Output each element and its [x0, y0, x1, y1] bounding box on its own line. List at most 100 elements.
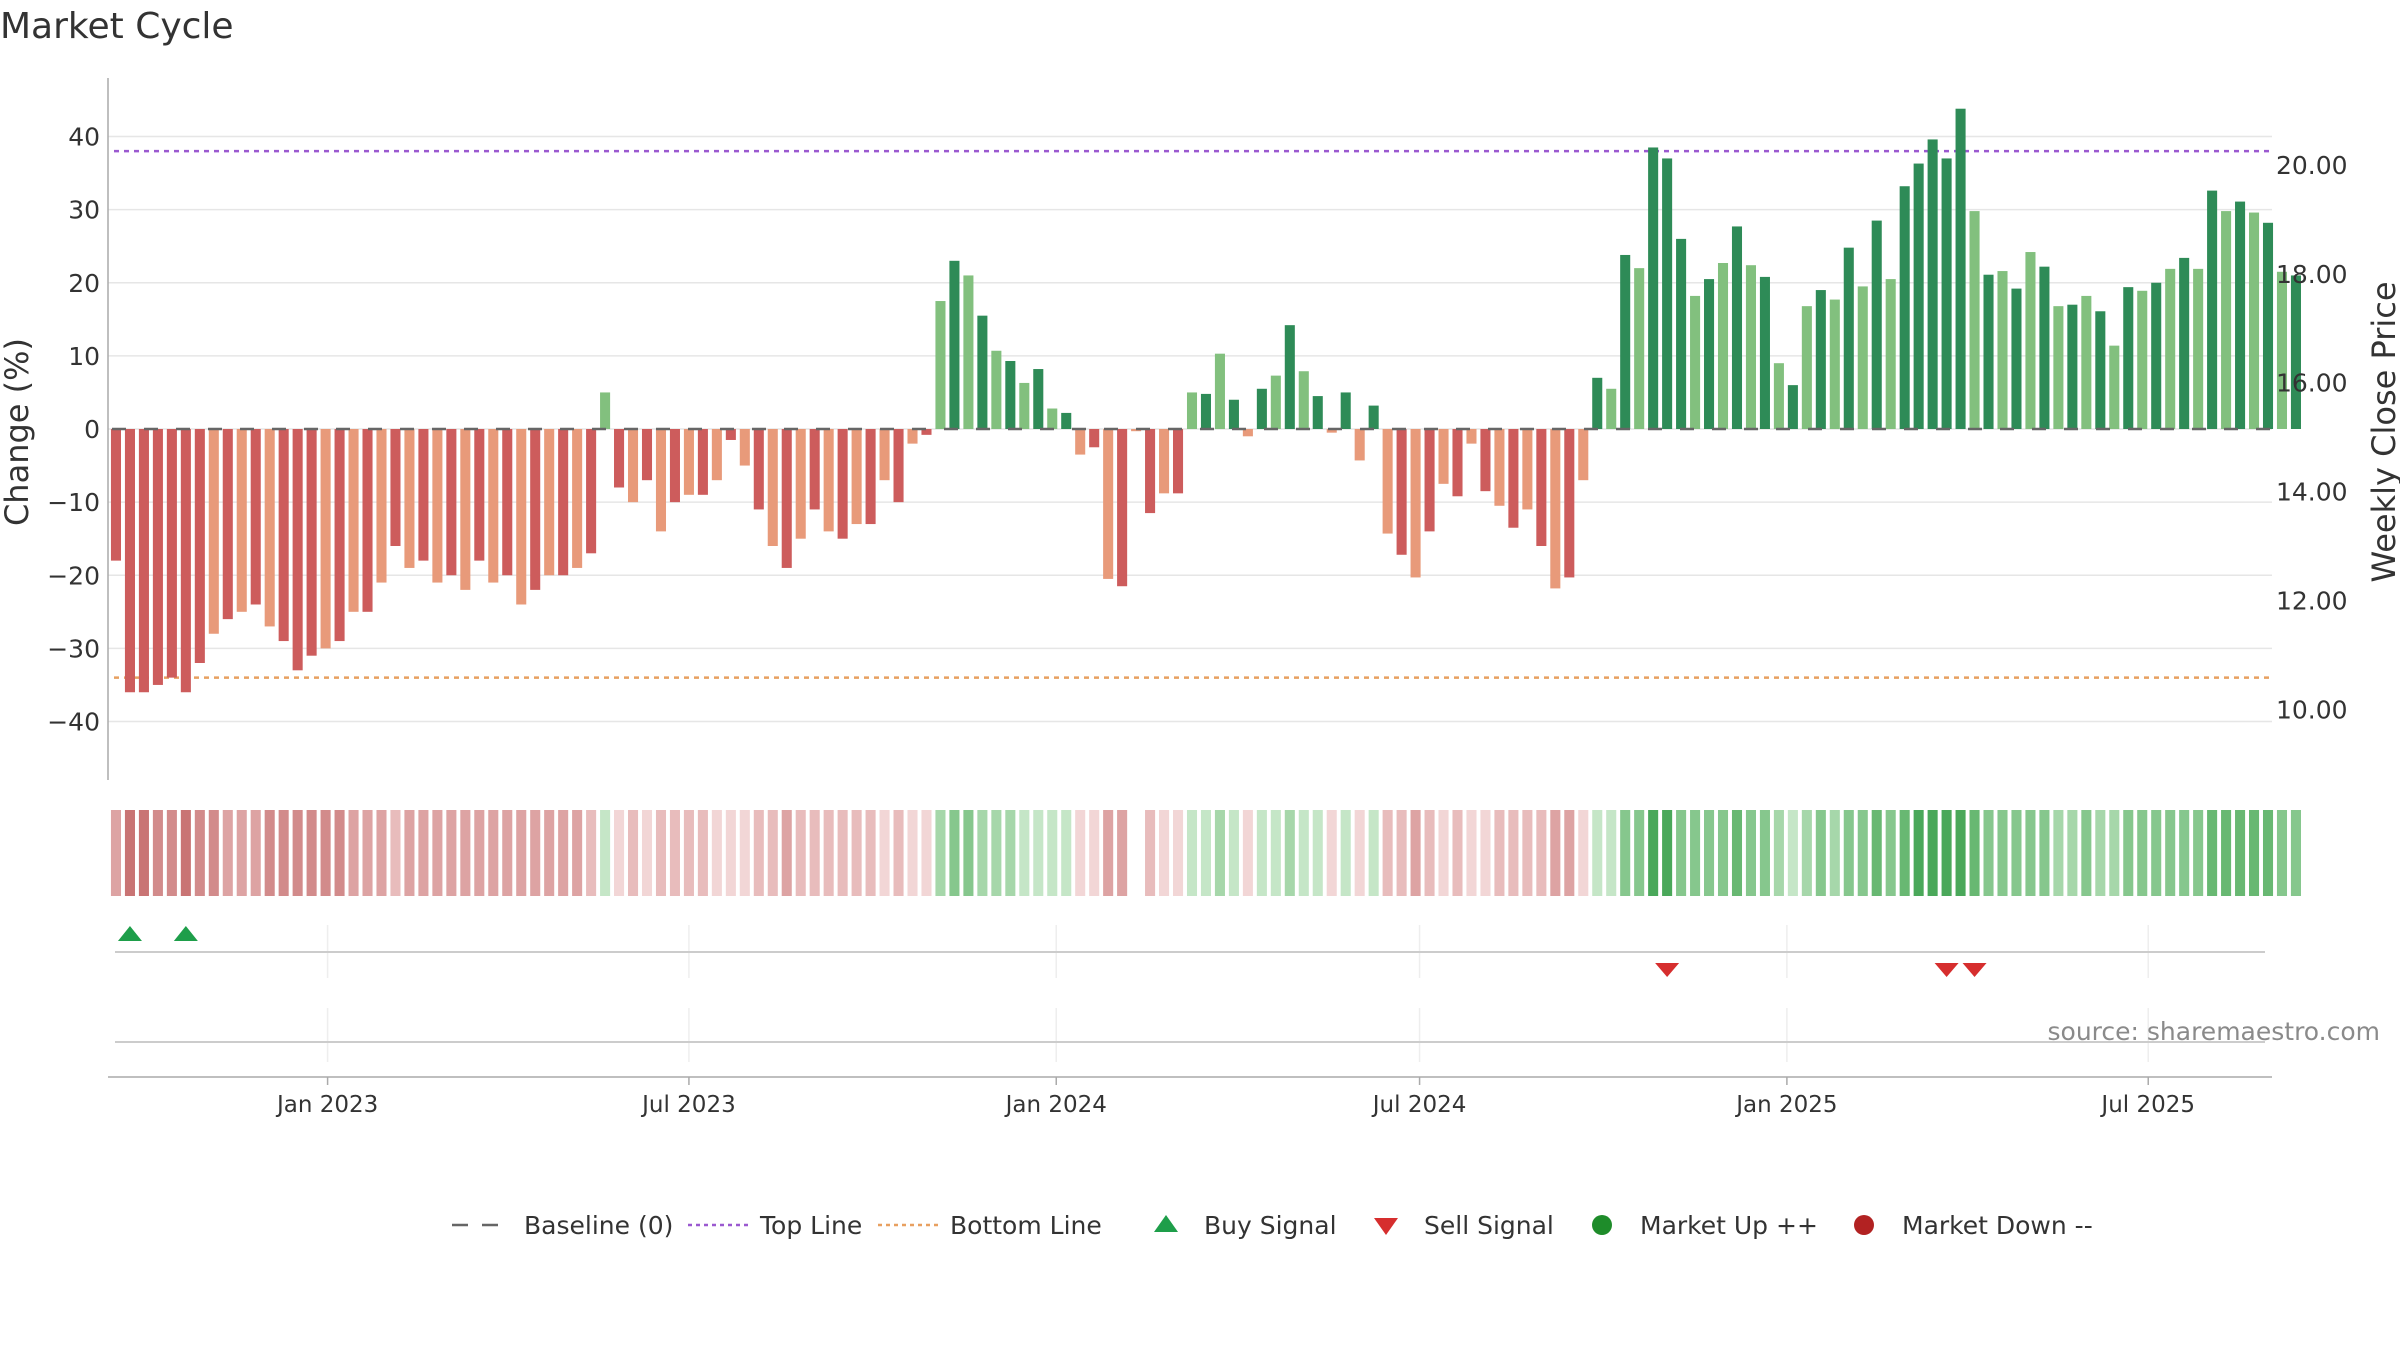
bar	[977, 315, 988, 429]
legend-swatch-dot	[1592, 1215, 1612, 1235]
strip-cell	[669, 810, 680, 896]
bar	[1592, 377, 1603, 429]
bar	[1145, 429, 1156, 514]
strip-cell	[2053, 810, 2064, 896]
bar	[725, 429, 736, 440]
bar	[1717, 263, 1729, 429]
strip-cell	[404, 810, 415, 896]
bar	[683, 429, 694, 495]
bar	[795, 429, 806, 539]
bar	[278, 429, 289, 642]
bar	[124, 429, 135, 693]
bar	[753, 429, 764, 510]
strip-cell	[1186, 810, 1198, 896]
strip-cell	[600, 810, 611, 896]
strip-cell	[1270, 810, 1281, 896]
bars-layer	[110, 108, 2301, 693]
bar	[1648, 147, 1659, 429]
bar	[1396, 429, 1407, 555]
strip-cell	[614, 810, 625, 896]
bar	[1256, 388, 1267, 429]
y-tick-label: 0	[84, 415, 100, 444]
strip-cell	[1452, 810, 1463, 896]
strip-cell	[1606, 810, 1617, 896]
bar	[1368, 405, 1379, 429]
strip-cell	[1871, 810, 1882, 896]
bar	[893, 429, 904, 503]
strip-cell	[334, 810, 345, 896]
strip-cell	[1480, 810, 1491, 896]
bar	[1662, 158, 1673, 429]
strip-cell	[809, 810, 820, 896]
strip-cell	[1899, 810, 1910, 896]
bar	[2081, 295, 2092, 429]
strip-cell	[138, 810, 149, 896]
bar	[1075, 429, 1086, 455]
bar	[432, 429, 443, 583]
bar	[1354, 429, 1365, 461]
strip-cell	[1829, 810, 1840, 896]
strip-cell	[795, 810, 806, 896]
bar	[460, 429, 471, 590]
y-tick-label: 40	[68, 123, 100, 152]
strip-cell	[1047, 810, 1058, 896]
bar	[2109, 345, 2120, 429]
y-tick-label: −20	[47, 561, 100, 590]
strip-cell	[558, 810, 569, 896]
bar	[1690, 295, 1701, 429]
legend-label: Bottom Line	[950, 1211, 1102, 1240]
bar	[1983, 274, 1994, 429]
x-tick-label: Jul 2024	[1371, 1092, 1467, 1118]
bar	[180, 429, 191, 693]
bar	[292, 429, 303, 671]
strip-cell	[907, 810, 918, 896]
legend-item: Baseline (0)	[452, 1211, 673, 1240]
bar	[474, 429, 485, 561]
bar	[1019, 382, 1030, 429]
legend-item: Top Line	[688, 1211, 862, 1240]
strip-cell	[1298, 810, 1309, 896]
strip-cell	[1704, 810, 1715, 896]
bar	[1424, 429, 1435, 532]
strip-cell	[516, 810, 527, 896]
strip-cell	[893, 810, 904, 896]
sell-signal-marker	[1934, 963, 1959, 977]
strip-cell	[572, 810, 583, 896]
bar	[2011, 288, 2022, 429]
strip-cell	[1061, 810, 1072, 896]
strip-cell	[250, 810, 261, 896]
bar	[1871, 220, 1882, 429]
bar	[2123, 287, 2134, 429]
strip-cell	[1159, 810, 1170, 896]
bar	[1438, 429, 1449, 484]
strip-cell	[1564, 810, 1575, 896]
strip-cell	[530, 810, 541, 896]
sell-signal-marker	[1655, 963, 1680, 977]
strip-cell	[236, 810, 247, 896]
strip-cell	[1354, 810, 1365, 896]
strip-cell	[446, 810, 457, 896]
bar	[418, 429, 429, 561]
strip-cell	[697, 810, 708, 896]
bar	[879, 429, 890, 481]
strip-cell	[2151, 810, 2162, 896]
bar	[1061, 412, 1072, 429]
bar	[991, 350, 1002, 429]
strip-cell	[264, 810, 275, 896]
strip-cell	[1913, 810, 1924, 896]
strip-cell	[2276, 810, 2288, 896]
strip-cell	[711, 810, 722, 896]
strip-cell	[2221, 810, 2232, 896]
strip-cell	[586, 810, 597, 896]
strip-cell	[1745, 810, 1756, 896]
bar	[110, 429, 122, 561]
bar	[2290, 275, 2301, 429]
strip-cell	[1522, 810, 1533, 896]
bar	[1815, 290, 1826, 429]
strip-cell	[1117, 810, 1128, 896]
x-tick-label: Jan 2023	[275, 1092, 378, 1118]
strip-cell	[1396, 810, 1407, 896]
strip-cell	[2165, 810, 2176, 896]
strip-cell	[921, 810, 932, 896]
strip-cell	[1676, 810, 1687, 896]
